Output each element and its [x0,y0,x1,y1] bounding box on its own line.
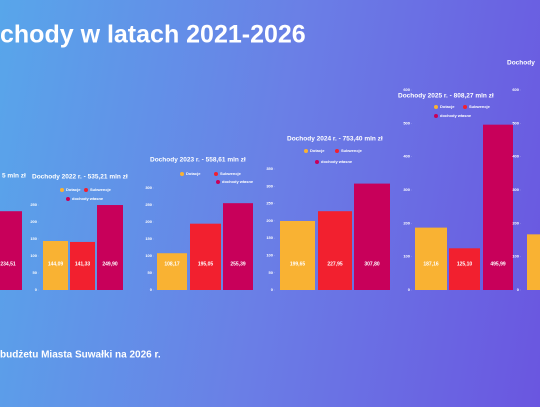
y-tick-label: 100 [512,254,519,259]
legend-label: dochody własne [440,113,472,118]
footer: budżetu Miasta Suwałki na 2026 r. [0,350,161,361]
y-tick-label: 250 [30,202,37,207]
legend-swatch [315,160,319,164]
y-tick-label: 100 [145,253,152,258]
legend-label: Subwencje [341,148,363,153]
y-tick-label: 100 [403,254,410,259]
y-tick-label: 200 [403,220,410,225]
y-tick-label: 50 [33,270,38,275]
bar [0,211,22,290]
legend-label: dochody własne [72,196,104,201]
y-tick-label: 200 [30,219,37,224]
slide-title: chody w latach 2021-2026 [0,21,306,49]
bar [354,183,390,290]
bar [415,227,447,290]
legend-swatch [434,105,438,109]
value-label: 141,33 [75,261,91,267]
y-tick-label: 500 [512,120,519,125]
y-tick-label: 350 [266,166,273,171]
value-label: 495,99 [490,261,506,267]
y-tick-label: 100 [30,253,37,258]
y-tick-label: 0 [271,287,274,292]
legend-label: Dotacje [440,104,455,109]
y-tick-label: 250 [266,201,273,206]
y-tick-label: 600 [403,87,410,92]
value-label: 255,39 [230,261,246,267]
value-label: 195,05 [198,261,214,267]
legend-label: dochody własne [222,179,254,184]
legend-swatch [84,188,88,192]
y-tick-label: 200 [266,218,273,223]
value-label: 125,10 [457,261,473,267]
legend-swatch [216,180,220,184]
bar [280,220,315,290]
y-tick-label: 500 [403,120,410,125]
chart-title: 5 mln zł [2,173,26,180]
y-tick-label: 300 [266,183,273,188]
legend-label: Dotacje [310,148,325,153]
bar [483,124,513,290]
value-label: 249,90 [102,261,118,267]
value-label: 227,95 [327,261,343,267]
y-tick-label: 200 [145,219,152,224]
y-tick-label: 0 [150,287,153,292]
bar [318,211,352,290]
legend-swatch [180,172,184,176]
bar [70,241,95,290]
chart-title: Dochody [507,60,535,67]
legend-swatch [66,197,70,201]
y-tick-label: 50 [269,270,274,275]
bar [157,253,187,290]
legend-label: Subwencje [469,104,491,109]
y-tick-label: 150 [145,236,152,241]
bar [43,241,68,290]
y-tick-label: 200 [512,220,519,225]
chart-title: Dochody 2025 r. - 808,27 mln zł [398,93,494,100]
y-tick-label: 100 [266,252,273,257]
value-label: 144,09 [48,261,64,267]
bar [97,205,123,290]
chart-title: Dochody 2023 r. - 558,61 mln zł [150,157,246,164]
y-tick-label: 150 [30,236,37,241]
y-tick-label: 250 [145,202,152,207]
chart-title: Dochody 2022 r. - 535,21 mln zł [32,174,128,181]
bar [223,203,253,290]
bar [527,234,540,290]
legend-swatch [214,172,218,176]
y-tick-label: 300 [145,185,152,190]
legend-label: dochody własne [321,159,353,164]
value-label: 108,17 [164,261,180,267]
legend-swatch [60,188,64,192]
value-label: 187,16 [423,261,439,267]
legend-label: Subwencje [90,187,112,192]
y-tick-label: 50 [148,270,153,275]
legend-label: Dotacje [66,187,81,192]
legend-swatch [304,149,308,153]
y-tick-label: 0 [408,287,411,292]
legend-swatch [463,105,467,109]
y-tick-label: 0 [35,287,38,292]
legend-label: Dotacje [186,171,201,176]
value-label: 307,80 [364,261,380,267]
legend-swatch [434,114,438,118]
y-tick-label: 400 [403,154,410,159]
legend-swatch [335,149,339,153]
y-tick-label: 300 [512,187,519,192]
value-label: 234,51 [0,261,16,267]
y-tick-label: 600 [512,87,519,92]
chart-title: Dochody 2024 r. - 753,40 mln zł [287,136,383,143]
y-tick-label: 400 [512,154,519,159]
bar [449,248,480,290]
legend-label: Subwencje [220,171,242,176]
y-tick-label: 0 [517,287,520,292]
bar [190,223,221,290]
y-tick-label: 150 [266,235,273,240]
y-tick-label: 300 [403,187,410,192]
value-label: 199,65 [290,261,306,267]
